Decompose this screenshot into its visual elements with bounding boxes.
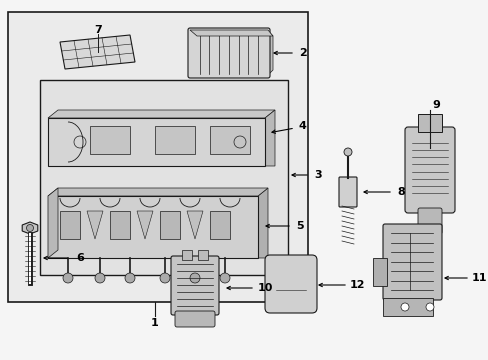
- Text: 6: 6: [76, 253, 84, 263]
- FancyBboxPatch shape: [171, 256, 219, 315]
- Polygon shape: [204, 30, 272, 76]
- Polygon shape: [186, 211, 203, 239]
- Polygon shape: [60, 35, 135, 69]
- Circle shape: [190, 273, 200, 283]
- Polygon shape: [264, 110, 274, 166]
- Text: 4: 4: [298, 121, 305, 131]
- Bar: [90, 126, 130, 154]
- Bar: [209, 126, 249, 154]
- Bar: [155, 126, 195, 154]
- Polygon shape: [22, 222, 38, 234]
- Polygon shape: [48, 188, 267, 196]
- Bar: [209, 211, 229, 239]
- Circle shape: [95, 273, 105, 283]
- Circle shape: [220, 273, 229, 283]
- Bar: [8, 12, 307, 302]
- Polygon shape: [48, 110, 274, 118]
- Circle shape: [63, 273, 73, 283]
- Bar: [40, 80, 287, 275]
- Text: 5: 5: [296, 221, 303, 231]
- Polygon shape: [48, 188, 58, 258]
- Polygon shape: [87, 211, 103, 239]
- Text: 7: 7: [94, 25, 102, 35]
- Polygon shape: [137, 211, 153, 239]
- FancyBboxPatch shape: [264, 255, 316, 313]
- Polygon shape: [190, 30, 272, 36]
- Text: 3: 3: [314, 170, 321, 180]
- Text: 2: 2: [299, 48, 306, 58]
- Circle shape: [26, 225, 34, 231]
- Bar: [110, 211, 130, 239]
- Circle shape: [125, 273, 135, 283]
- Bar: [60, 211, 80, 239]
- Bar: [48, 196, 258, 258]
- Bar: [48, 118, 264, 166]
- Bar: [372, 258, 386, 286]
- Text: 11: 11: [470, 273, 486, 283]
- Bar: [417, 114, 441, 132]
- Circle shape: [160, 273, 170, 283]
- Text: 8: 8: [396, 187, 404, 197]
- Text: 9: 9: [431, 100, 439, 110]
- Bar: [382, 298, 432, 316]
- FancyBboxPatch shape: [338, 177, 356, 207]
- Circle shape: [343, 148, 351, 156]
- FancyBboxPatch shape: [404, 127, 454, 213]
- Circle shape: [400, 303, 408, 311]
- FancyBboxPatch shape: [187, 28, 269, 78]
- Text: 12: 12: [348, 280, 364, 290]
- Circle shape: [425, 303, 433, 311]
- Text: 10: 10: [257, 283, 272, 293]
- FancyBboxPatch shape: [382, 224, 441, 300]
- Text: 1: 1: [151, 318, 159, 328]
- FancyBboxPatch shape: [175, 311, 215, 327]
- Polygon shape: [258, 188, 267, 258]
- Bar: [198, 250, 207, 260]
- Bar: [160, 211, 180, 239]
- FancyBboxPatch shape: [417, 208, 441, 234]
- Bar: [182, 250, 192, 260]
